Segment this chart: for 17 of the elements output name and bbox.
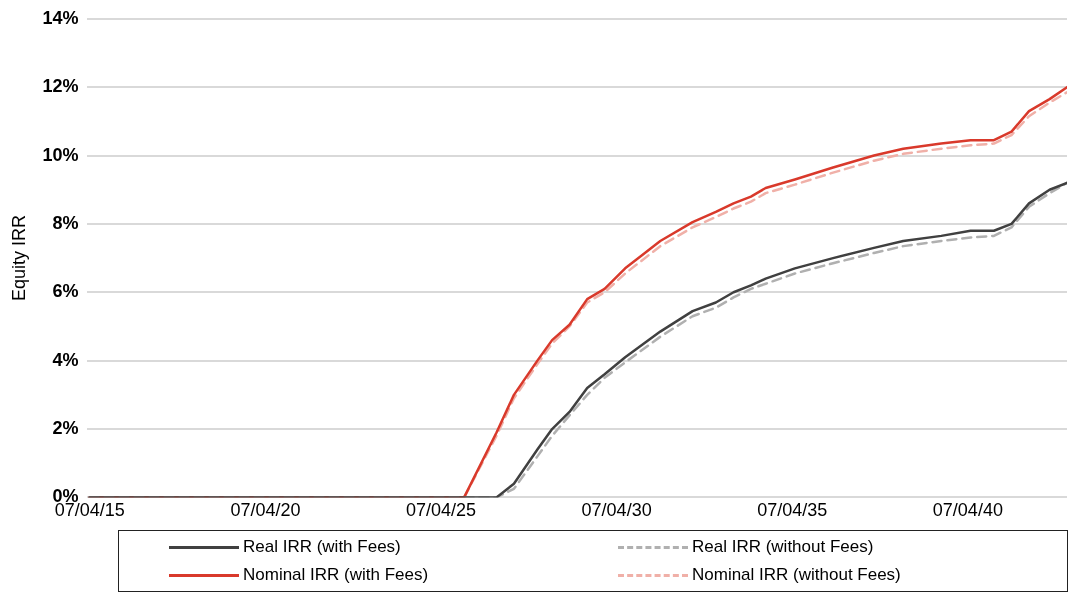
x-tick-label: 07/04/35: [757, 500, 828, 521]
y-tick-label: 12%: [42, 76, 79, 97]
x-tick-label: 07/04/30: [581, 500, 652, 521]
legend-label: Real IRR (with Fees): [243, 537, 401, 557]
y-tick-label: 4%: [52, 349, 79, 370]
y-tick-label: 10%: [42, 144, 79, 165]
y-tick-label: 14%: [42, 7, 79, 28]
legend-label: Real IRR (without Fees): [692, 537, 874, 557]
legend-label: Nominal IRR (without Fees): [692, 565, 901, 585]
x-tick-label: 07/04/40: [932, 500, 1003, 521]
y-tick-label: 2%: [52, 418, 79, 438]
y-axis-title: Equity IRR: [8, 215, 29, 302]
legend-label: Nominal IRR (with Fees): [243, 565, 429, 585]
x-tick-label: 07/04/25: [406, 500, 477, 521]
y-tick-label: 8%: [52, 212, 79, 233]
x-tick-label: 07/04/20: [230, 500, 301, 521]
y-tick-label: 6%: [52, 281, 79, 302]
